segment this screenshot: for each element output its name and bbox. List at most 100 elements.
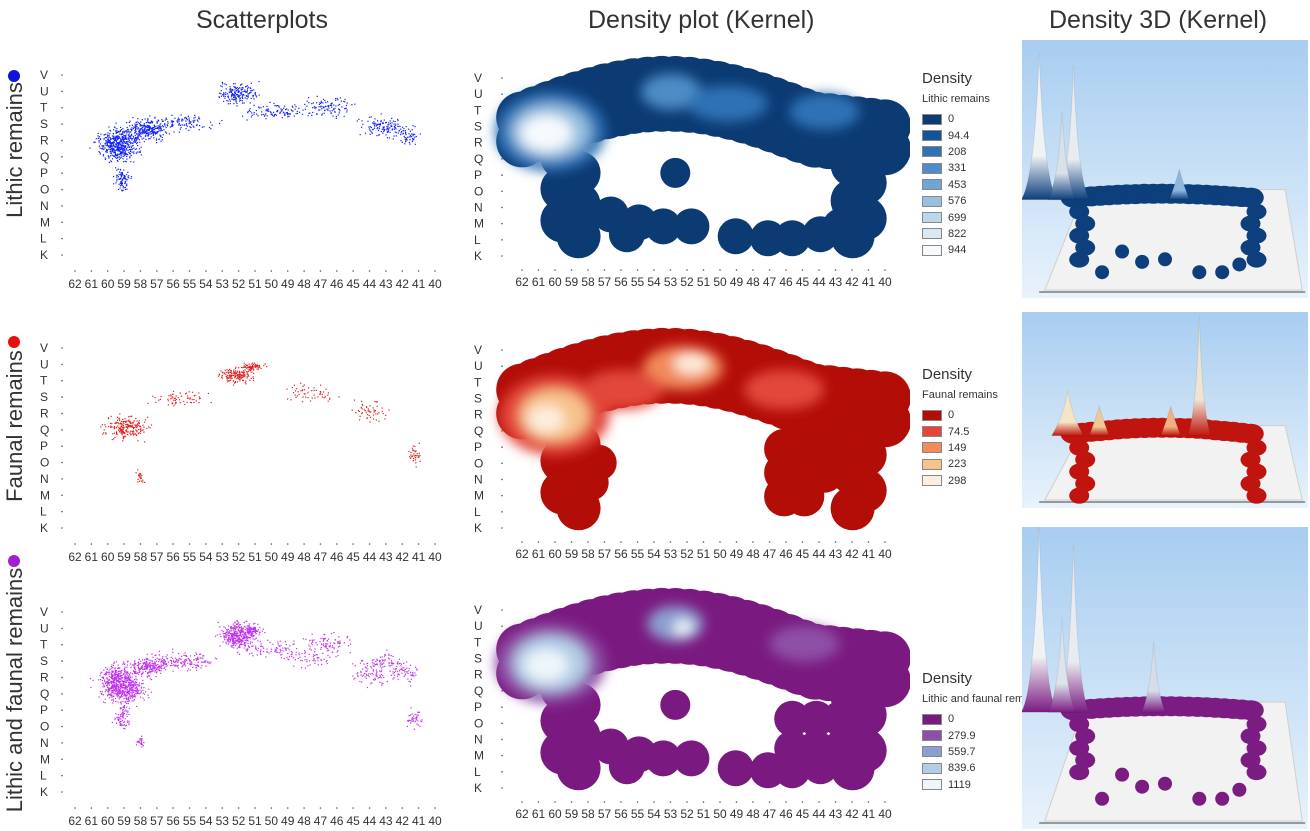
scatter-point	[248, 646, 250, 648]
scatter-point	[123, 692, 125, 694]
x-tick-label: 43	[829, 547, 843, 561]
x-tick-dot	[172, 807, 174, 809]
scatter-point	[122, 139, 124, 141]
scatter-point	[228, 641, 230, 643]
scatter-point	[229, 103, 231, 105]
scatter-point	[240, 93, 242, 95]
scatter-point	[114, 138, 116, 140]
legend-label: 453	[948, 178, 967, 191]
scatter-point	[244, 637, 246, 639]
scatter-point	[247, 87, 249, 90]
scatter-point	[109, 136, 111, 139]
scatter-point	[119, 129, 122, 131]
scatter-point	[132, 128, 134, 130]
scatter-point	[126, 706, 128, 708]
scatter-point	[252, 638, 254, 640]
x-tick-dot	[336, 270, 338, 272]
scatter-point	[231, 627, 233, 629]
scatter-point	[395, 668, 397, 670]
scatter-point	[138, 663, 140, 665]
scatter-point	[386, 680, 388, 683]
scatter-point	[248, 109, 250, 111]
scatter-point	[119, 667, 121, 669]
scatter-point	[125, 130, 127, 133]
x-tick-dot	[867, 541, 870, 543]
scatter-point	[335, 115, 337, 118]
scatter-point	[124, 146, 126, 148]
scatter-point	[233, 636, 235, 638]
scatter-point	[246, 364, 248, 366]
scatter-point	[388, 662, 390, 664]
scatter-point	[280, 657, 282, 659]
density-blob	[830, 486, 875, 531]
scatter-point	[385, 414, 387, 416]
scatter-point	[179, 402, 181, 404]
scatter-point	[403, 669, 405, 671]
scatter-point	[117, 149, 119, 151]
scatter-point	[187, 662, 189, 664]
scatter-point	[221, 375, 223, 377]
scatter-point	[383, 128, 385, 130]
scatter-point	[191, 661, 193, 663]
scatter-point	[329, 656, 331, 658]
scatter-point	[380, 120, 382, 122]
scatter-point	[165, 669, 167, 671]
scatter-point	[133, 671, 135, 673]
scatter-point	[298, 107, 300, 109]
density-blob	[822, 730, 859, 767]
x-tick-label: 58	[134, 277, 148, 291]
scatter-point	[277, 109, 279, 111]
scatter-point	[229, 630, 231, 632]
scatter-point	[167, 400, 169, 402]
scatter-point	[240, 642, 242, 644]
scatter-point	[410, 136, 412, 138]
scatter-point	[239, 643, 241, 645]
scatter-point	[134, 663, 136, 665]
scatter-point	[113, 129, 115, 131]
y-tick-label: N	[40, 199, 49, 213]
scatter-point	[126, 720, 129, 722]
scatter-point	[322, 640, 324, 642]
x-tick-label: 57	[150, 277, 164, 291]
x-tick-label: 55	[183, 814, 197, 828]
scatter-point	[404, 673, 406, 675]
scatter-point	[98, 137, 100, 139]
scatter-point	[420, 720, 422, 722]
y-tick-label: V	[40, 68, 48, 82]
scatter-point	[243, 102, 245, 104]
scatter-point	[225, 632, 227, 634]
scatter-point	[393, 677, 395, 679]
scatter-point	[108, 676, 110, 678]
density-blob	[645, 208, 682, 245]
scatter-point	[250, 369, 252, 371]
scatter-point	[223, 635, 225, 637]
scatter-point	[107, 695, 109, 697]
scatter-point	[120, 181, 123, 183]
scatter-point	[365, 670, 367, 672]
scatter-point	[414, 720, 416, 722]
scatter-point	[329, 397, 331, 399]
scatter-point	[218, 373, 220, 375]
y-tick-dot	[61, 379, 63, 382]
scatter-point	[122, 432, 124, 434]
scatter-point	[249, 643, 252, 645]
scatter-point	[107, 145, 109, 147]
scatter-point	[415, 457, 417, 459]
scatter-point	[172, 124, 174, 126]
scatter-point	[396, 665, 398, 667]
x-tick-label: 62	[68, 814, 82, 828]
scatter-point	[122, 693, 124, 695]
x-tick-label: 44	[363, 550, 377, 564]
scatter-point	[292, 643, 294, 646]
scatter-point	[128, 425, 130, 427]
scatter-point	[163, 662, 165, 664]
scatter-point	[230, 90, 232, 92]
scatter-point	[144, 661, 146, 664]
scatter-point	[113, 432, 115, 434]
scatter-point	[106, 685, 108, 687]
scatter-point	[171, 125, 173, 128]
scatter-point	[416, 716, 418, 718]
x-tick-label: 54	[647, 807, 661, 821]
scatter-point	[386, 127, 388, 129]
scatter-point	[236, 623, 238, 625]
